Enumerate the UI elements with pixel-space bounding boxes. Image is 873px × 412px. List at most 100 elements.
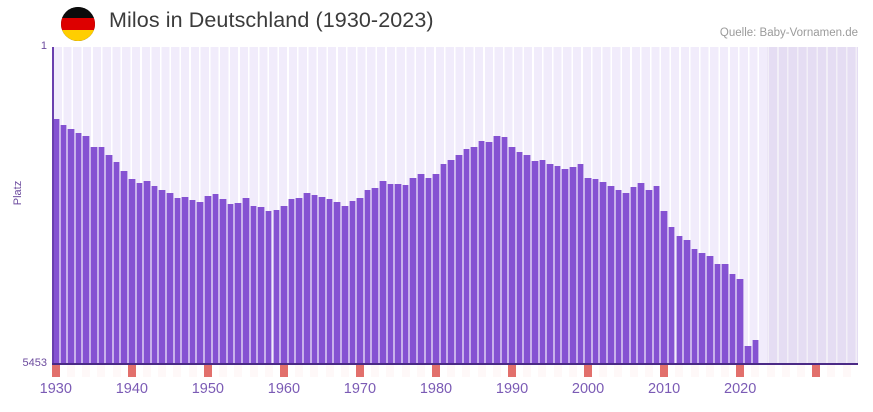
bar[interactable] (690, 249, 699, 364)
bar[interactable] (736, 279, 744, 364)
bar[interactable] (743, 346, 752, 364)
bar[interactable] (173, 198, 182, 364)
bar[interactable] (264, 211, 273, 364)
bar[interactable] (120, 171, 129, 364)
bar[interactable] (135, 183, 144, 364)
bar[interactable] (515, 152, 524, 364)
bar[interactable] (523, 155, 532, 364)
bar[interactable] (447, 160, 455, 364)
bar[interactable] (576, 164, 585, 364)
bar[interactable] (333, 202, 341, 364)
bar[interactable] (371, 188, 379, 364)
bar[interactable] (272, 210, 281, 364)
bar[interactable] (637, 183, 646, 364)
bar[interactable] (409, 178, 417, 364)
bar[interactable] (204, 196, 212, 364)
bar[interactable] (105, 155, 113, 364)
bar[interactable] (90, 147, 98, 364)
bar[interactable] (660, 211, 668, 364)
bar[interactable] (751, 340, 760, 364)
bar[interactable] (584, 178, 592, 364)
bar[interactable] (569, 167, 577, 364)
bar[interactable] (211, 194, 220, 364)
bar[interactable] (310, 195, 319, 364)
bar[interactable] (378, 181, 387, 364)
bar[interactable] (416, 174, 425, 364)
bar[interactable] (150, 186, 159, 364)
x-tick-label: 2020 (724, 381, 757, 397)
bar[interactable] (500, 137, 509, 364)
bar[interactable] (82, 136, 90, 364)
bar[interactable] (538, 160, 547, 364)
bar[interactable] (257, 207, 265, 364)
bar[interactable] (97, 147, 106, 364)
x-axis-minor-tick (599, 365, 608, 377)
bar[interactable] (455, 155, 463, 364)
bar[interactable] (728, 274, 737, 364)
x-tick-label: 1960 (267, 381, 301, 397)
bar[interactable] (287, 199, 296, 364)
bar[interactable] (112, 162, 121, 364)
bar[interactable] (424, 178, 433, 364)
bar[interactable] (67, 129, 75, 364)
bar[interactable] (249, 206, 258, 364)
x-axis-minor-tick (614, 365, 623, 377)
bar[interactable] (652, 186, 661, 364)
bar[interactable] (698, 253, 706, 364)
bar[interactable] (59, 125, 68, 364)
bar[interactable] (74, 133, 83, 364)
bar[interactable] (356, 198, 364, 364)
bar[interactable] (614, 190, 623, 364)
bar[interactable] (493, 136, 501, 364)
bar[interactable] (546, 164, 554, 364)
bar[interactable] (295, 198, 303, 364)
bar[interactable] (234, 203, 243, 364)
bar[interactable] (591, 179, 600, 364)
bar[interactable] (470, 147, 478, 364)
bar[interactable] (629, 187, 638, 364)
bar[interactable] (683, 240, 691, 364)
bar[interactable] (477, 141, 486, 364)
bar[interactable] (645, 190, 653, 364)
bar[interactable] (394, 184, 402, 364)
bar[interactable] (226, 204, 235, 364)
bar[interactable] (561, 169, 570, 364)
bar[interactable] (432, 174, 440, 364)
bar[interactable] (242, 198, 250, 364)
bar[interactable] (622, 193, 630, 364)
bar[interactable] (667, 227, 676, 364)
bar[interactable] (401, 185, 410, 364)
bar[interactable] (705, 256, 714, 364)
x-axis-minor-tick (97, 365, 106, 377)
bar[interactable] (462, 149, 471, 364)
bar[interactable] (318, 197, 326, 364)
bar-series (52, 47, 858, 364)
bar[interactable] (158, 190, 167, 364)
bar[interactable] (219, 199, 227, 364)
bar[interactable] (599, 182, 608, 364)
bar[interactable] (340, 206, 349, 364)
bar[interactable] (166, 193, 174, 364)
bar[interactable] (721, 264, 729, 364)
bar[interactable] (531, 161, 539, 364)
bar[interactable] (553, 166, 562, 364)
bar[interactable] (485, 142, 493, 364)
bar[interactable] (128, 179, 136, 364)
bar[interactable] (196, 202, 205, 364)
bar[interactable] (325, 199, 334, 364)
bar[interactable] (386, 184, 395, 364)
x-axis-major-tick (431, 365, 440, 377)
bar[interactable] (713, 264, 722, 364)
bar[interactable] (188, 200, 197, 364)
bar[interactable] (181, 197, 189, 364)
bar[interactable] (508, 147, 516, 364)
x-axis-minor-tick (158, 365, 167, 377)
bar[interactable] (363, 190, 372, 364)
bar[interactable] (143, 181, 151, 364)
bar[interactable] (348, 201, 357, 364)
bar[interactable] (607, 186, 615, 364)
bar[interactable] (280, 206, 288, 364)
bar[interactable] (675, 236, 684, 364)
bar[interactable] (302, 193, 311, 364)
bar[interactable] (439, 164, 448, 364)
